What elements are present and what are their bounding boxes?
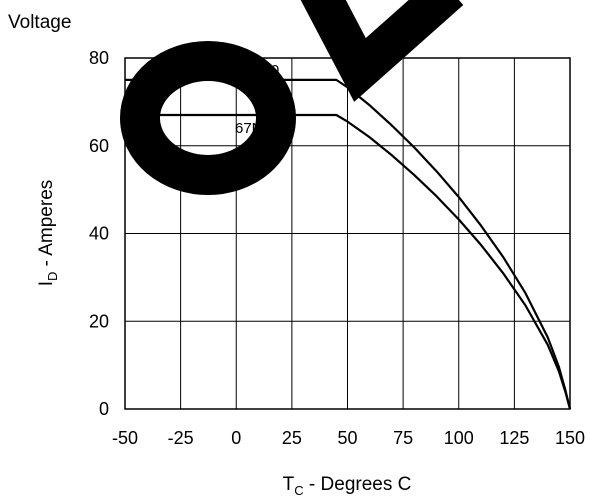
curves [125, 78, 572, 410]
x-tick-label: 25 [282, 428, 302, 448]
watermark-ring [120, 41, 296, 195]
y-tick-label: 20 [89, 311, 109, 331]
x-tick-label: -25 [168, 428, 194, 448]
x-tick-labels: -50 -25 0 25 50 75 100 125 150 [112, 428, 585, 448]
y-tick-label: 40 [89, 224, 109, 244]
watermark-logo [120, 0, 464, 195]
y-axis-title: ID - Amperes [36, 180, 60, 287]
x-tick-label: 125 [499, 428, 529, 448]
y-tick-labels: 0 20 40 60 80 [89, 48, 109, 419]
grid [124, 57, 571, 410]
series-label-67n10: 67N10 [235, 120, 279, 137]
series-line-67n10 [125, 113, 572, 410]
y-tick-label: 60 [89, 136, 109, 156]
series-line-75n10 [125, 78, 572, 410]
x-tick-label: 75 [393, 428, 413, 448]
x-tick-label: 50 [337, 428, 357, 448]
plot-frame [124, 57, 571, 410]
y-tick-label: 80 [89, 48, 109, 68]
watermark-wedge [300, 0, 464, 102]
series-label-75n10: 75N10 [235, 62, 279, 79]
x-tick-label: 0 [231, 428, 241, 448]
x-tick-label: 150 [555, 428, 585, 448]
x-tick-label: -50 [112, 428, 138, 448]
series-labels: 75N10 67N10 [235, 62, 279, 137]
x-axis-title: TC - Degrees C [283, 474, 412, 498]
y-tick-label: 0 [99, 399, 109, 419]
top-text: Voltage [8, 12, 71, 33]
x-tick-label: 100 [444, 428, 474, 448]
